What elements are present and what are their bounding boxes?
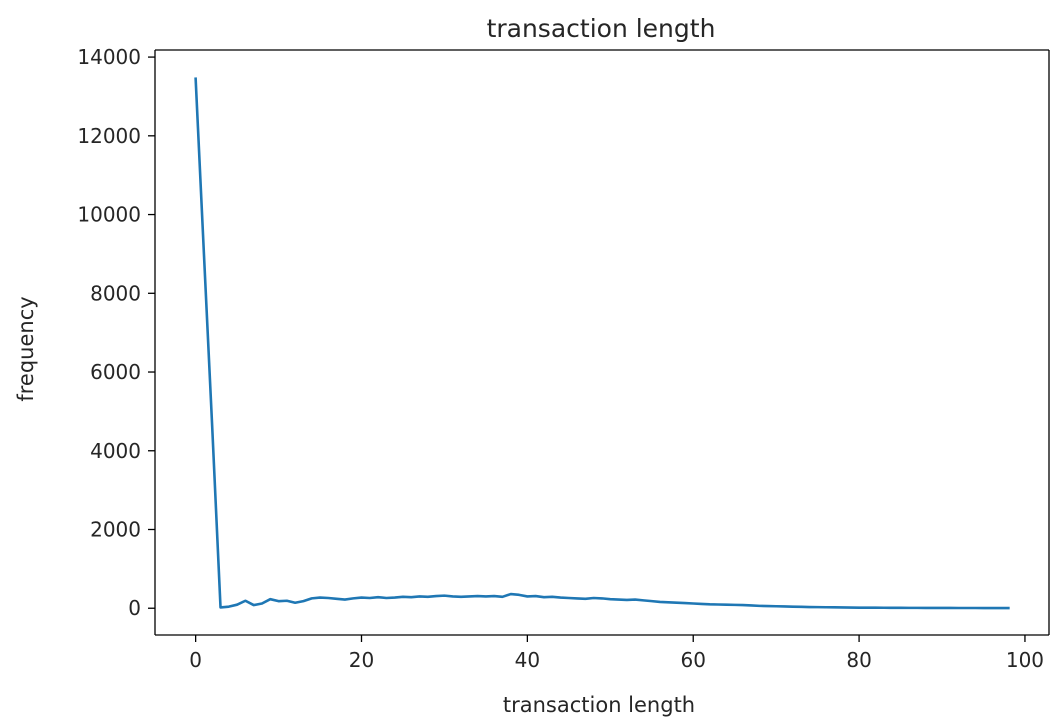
x-tick-label: 100 [1006, 648, 1044, 672]
y-tick-label: 12000 [77, 124, 141, 148]
series-layer [194, 77, 1010, 610]
y-tick-label: 0 [128, 596, 141, 620]
chart-title: transaction length [487, 14, 716, 43]
x-tick-label: 80 [846, 648, 871, 672]
y-tick-label: 10000 [77, 203, 141, 227]
y-tick-label: 4000 [90, 439, 141, 463]
y-tick-label: 8000 [90, 281, 141, 305]
x-tick-label: 20 [349, 648, 374, 672]
y-axis-ticks: 0 2000 4000 6000 8000 10000 12000 14000 [77, 45, 155, 620]
y-tick-label: 14000 [77, 45, 141, 69]
x-tick-label: 60 [680, 648, 705, 672]
x-tick-label: 40 [515, 648, 540, 672]
x-tick-label: 0 [189, 648, 202, 672]
y-axis-label: frequency [14, 296, 38, 401]
axes-frame [154, 49, 1050, 636]
x-axis-label: transaction length [503, 693, 695, 717]
x-axis-ticks: 0 20 40 60 80 100 [189, 635, 1044, 672]
y-tick-label: 6000 [90, 360, 141, 384]
y-tick-label: 2000 [90, 517, 141, 541]
series-line [194, 77, 1010, 610]
